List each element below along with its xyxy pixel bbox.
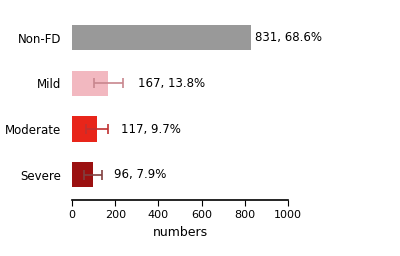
Bar	[72, 71, 108, 96]
Text: 831, 68.6%: 831, 68.6%	[255, 31, 322, 44]
X-axis label: numbers: numbers	[152, 226, 208, 239]
Text: 117, 9.7%: 117, 9.7%	[121, 123, 181, 135]
Text: 96, 7.9%: 96, 7.9%	[114, 168, 167, 181]
Bar	[72, 162, 93, 187]
Text: 167, 13.8%: 167, 13.8%	[138, 77, 206, 90]
Bar	[72, 25, 252, 50]
Bar	[72, 116, 97, 142]
